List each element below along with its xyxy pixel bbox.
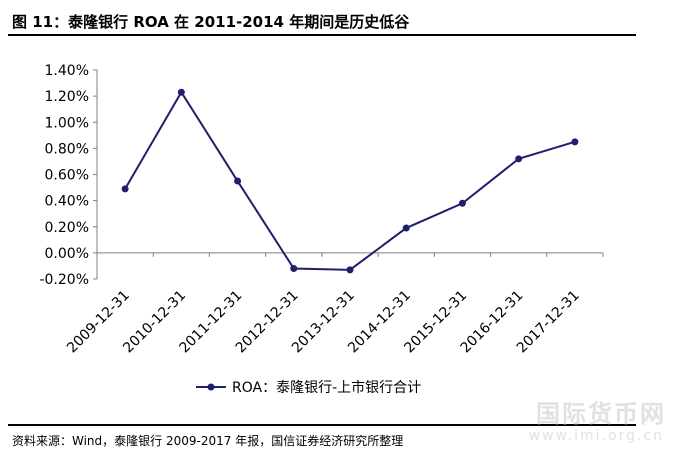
legend-marker: [207, 383, 215, 391]
data-point: [234, 177, 242, 185]
data-point: [458, 199, 466, 207]
source-bar: 资料来源：Wind，泰隆银行 2009-2017 年报，国信证券经济研究所整理: [8, 424, 636, 452]
y-tick-label: 0.20%: [45, 220, 89, 236]
title-bar: 图 11：泰隆银行 ROA 在 2011-2014 年期间是历史低谷: [8, 6, 636, 36]
data-point: [121, 185, 129, 193]
watermark-url: www.imi.org.cn: [528, 428, 664, 444]
y-tick-label: 0.00%: [45, 246, 89, 262]
data-point: [346, 266, 354, 274]
watermark: 国际货币网 www.imi.org.cn: [490, 394, 670, 452]
y-tick-label: 0.60%: [45, 168, 89, 184]
y-tick-label: 0.80%: [45, 141, 89, 157]
y-tick-label: 1.40%: [45, 63, 89, 79]
data-point: [177, 88, 185, 96]
watermark-logo-text: 国际货币网: [536, 399, 666, 428]
series-line: [124, 90, 576, 271]
data-point: [402, 224, 410, 232]
data-point: [290, 265, 298, 273]
y-tick-label: 1.00%: [45, 115, 89, 131]
y-tick-label: 1.20%: [45, 89, 89, 105]
data-point: [571, 138, 579, 146]
y-tick-label: 0.40%: [45, 194, 89, 210]
source-note: 资料来源：Wind，泰隆银行 2009-2017 年报，国信证券经济研究所整理: [12, 434, 404, 448]
legend-label: ROA：泰隆银行-上市银行合计: [232, 379, 421, 396]
data-point: [515, 155, 523, 163]
page-title: 图 11：泰隆银行 ROA 在 2011-2014 年期间是历史低谷: [12, 13, 410, 31]
y-tick-label: -0.20%: [39, 272, 89, 288]
